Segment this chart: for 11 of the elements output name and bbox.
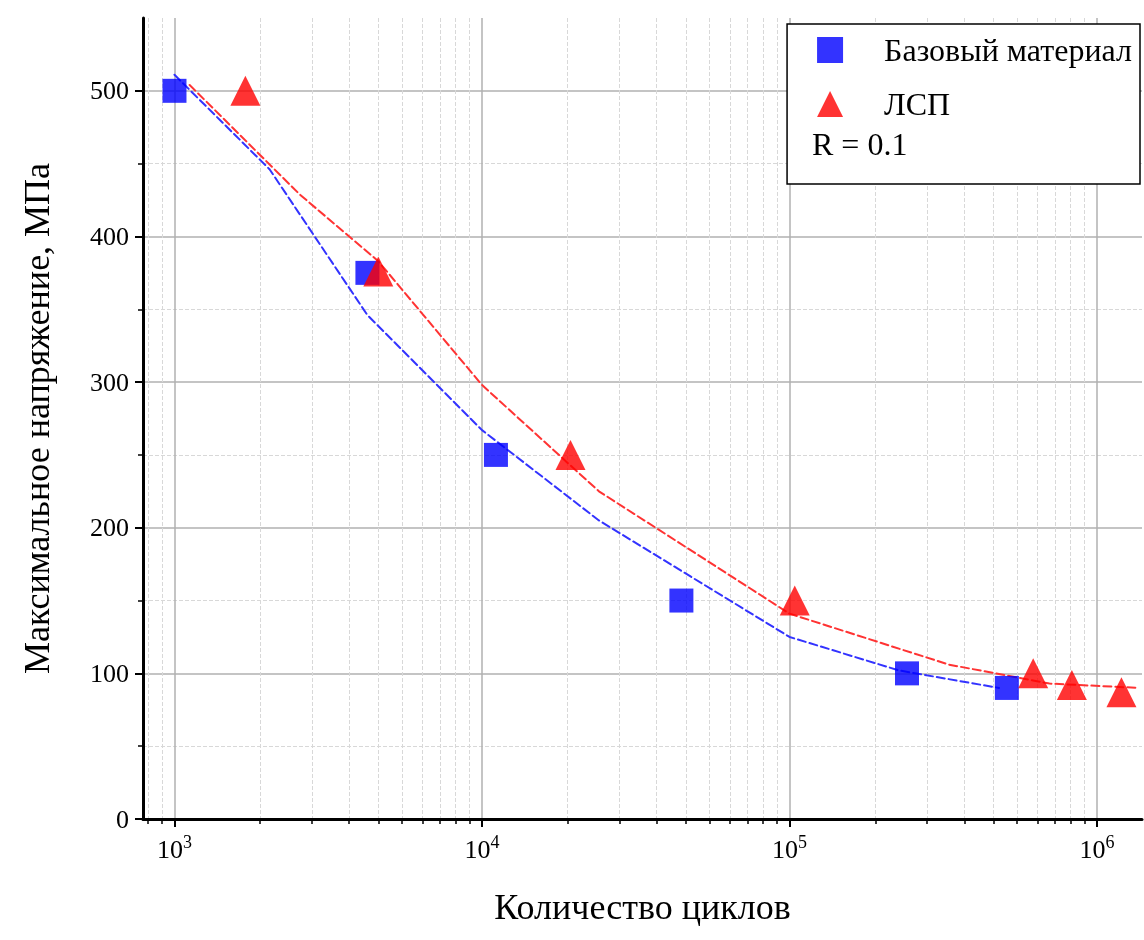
y-tick-label: 400 [90, 221, 129, 251]
y-tick-label: 0 [116, 804, 129, 834]
legend-label: Базовый материал [884, 32, 1133, 68]
annotation: R = 0.1 [812, 126, 908, 162]
y-tick-label: 500 [90, 76, 129, 106]
legend-label: ЛСП [884, 86, 951, 122]
x-axis-title: Количество циклов [494, 887, 791, 927]
y-tick-label: 200 [90, 513, 129, 543]
y-tick-label: 300 [90, 367, 129, 397]
y-tick-label: 100 [90, 658, 129, 688]
y-axis-title: Максимальное напряжение, МПа [17, 162, 57, 675]
